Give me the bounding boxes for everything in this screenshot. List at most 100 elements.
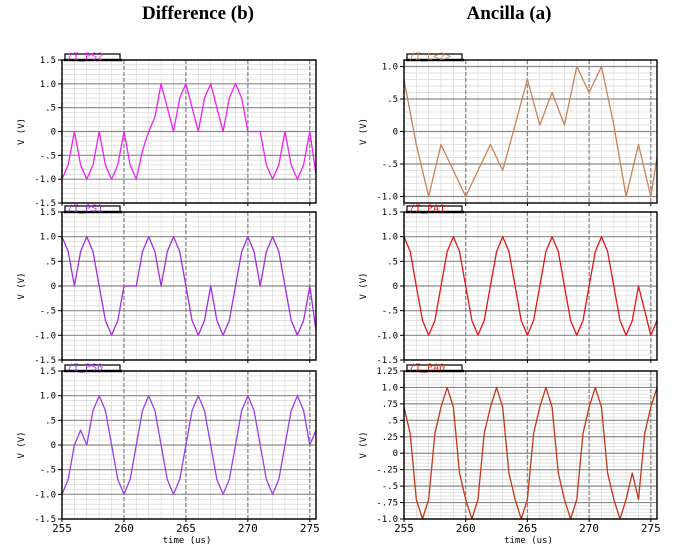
chart-1-y-tick-label: 0 (51, 282, 56, 292)
chart-3-y-tick-label: -.5 (382, 160, 398, 170)
chart-5: /I_PA0 -1.0 -.75 -.5 -.25 0 .25 .5 .75 1.0 1.25 V (… (359, 363, 661, 547)
chart-4-trace-tab-base (406, 210, 464, 214)
chart-5-x-tick-label: 255 (394, 522, 414, 535)
chart-2-y-tick-label: -1.0 (34, 490, 56, 500)
chart-3-trace-tab-border (406, 53, 463, 60)
chart-2-y-tick-label: -1.5 (34, 515, 56, 525)
chart-1: /I_PS1 -1.5 -1.0 -.5 0 .5 1.0 1.5 V (V) (17, 204, 317, 366)
chart-2-y-axis-label: V (V) (17, 431, 27, 458)
chart-5-plot-area (404, 371, 657, 519)
chart-2-x-tick-label: 275 (300, 522, 320, 535)
chart-2-x-axis-label: time (us) (163, 536, 212, 546)
chart-5-frame (403, 370, 658, 520)
chart-5-y-tick-label: .5 (387, 416, 398, 426)
chart-0-y-tick-label: -1.0 (34, 175, 56, 185)
chart-4-trace-tab-border (406, 205, 463, 212)
chart-4-y-tick-label: .5 (387, 257, 398, 267)
chart-1-trace-tab-base (64, 210, 122, 214)
chart-3-y-tick-label: .5 (387, 95, 398, 105)
chart-0: /I_PS2 -1.5 -1.0 -.5 0 .5 1.0 1.5 V (V) (17, 52, 317, 209)
chart-1-trace-tab: /I_PS1 (64, 204, 122, 215)
chart-2-trace-tab-base (64, 369, 122, 373)
chart-3-y-axis-label: V (V) (359, 118, 369, 145)
chart-5-series-0-line (403, 386, 658, 520)
chart-4-y-tick-label: 0 (393, 282, 398, 292)
chart-4-y-tick-label: 1.5 (382, 208, 398, 218)
chart-5-trace-tab-base (406, 369, 464, 373)
chart-1-series-0-line (61, 236, 317, 336)
chart-3: /I_L<2> -1.0 -.5 0 .5 1.0 V (V) (359, 52, 658, 206)
right-column-title: Ancilla (a) (466, 3, 552, 24)
chart-0-trace-tab: /I_PS2 (64, 52, 122, 63)
chart-4-y-tick-label: -.5 (382, 307, 398, 317)
chart-5-trace-tab: /I_PA0 (406, 363, 464, 374)
chart-5-x-axis-label: time (us) (504, 536, 553, 546)
chart-3-trace-name: /I_L<2> (409, 52, 451, 63)
chart-2-y-tick-label: .5 (45, 416, 56, 426)
chart-2-trace-tab-border (64, 364, 121, 371)
chart-5-y-tick-label: 1.0 (382, 383, 398, 393)
chart-1-y-tick-label: -1.0 (34, 331, 56, 341)
chart-5-y-tick-label: 0 (393, 449, 398, 459)
chart-0-y-tick-label: 1.5 (40, 56, 56, 66)
chart-3-series-0-line (403, 65, 658, 198)
chart-5-y-axis-label: V (V) (359, 431, 369, 458)
chart-5-x-tick-label: 260 (456, 522, 476, 535)
chart-1-trace-name: /I_PS1 (67, 204, 103, 215)
chart-5-x-tick-label: 270 (579, 522, 599, 535)
chart-1-y-tick-label: .5 (45, 257, 56, 267)
chart-5-x-tick-label: 265 (517, 522, 537, 535)
chart-0-y-tick-label: 1.0 (40, 80, 56, 90)
chart-4-trace-tab: /I_PA1 (406, 204, 464, 215)
chart-1-y-tick-label: 1.5 (40, 208, 56, 218)
chart-0-trace-tab-base (64, 58, 122, 62)
chart-4-series-0-line (403, 236, 658, 336)
chart-3-trace-tab-base (406, 58, 464, 62)
chart-5-y-tick-label: .25 (382, 433, 398, 443)
chart-5-x-tick-label: 275 (641, 522, 661, 535)
chart-0-y-tick-label: -.5 (40, 151, 56, 161)
chart-5-y-tick-label: -.5 (382, 482, 398, 492)
chart-3-y-tick-label: 1.0 (382, 63, 398, 73)
chart-0-y-axis-label: V (V) (17, 118, 27, 145)
chart-2-x-tick-label: 260 (114, 522, 134, 535)
chart-5-trace-name: /I_PA0 (409, 363, 445, 374)
chart-4-y-tick-label: -1.5 (376, 356, 398, 366)
chart-4-y-tick-label: 1.0 (382, 233, 398, 243)
chart-0-trace-tab-border (64, 53, 121, 60)
chart-5-y-tick-label: -.25 (376, 466, 398, 476)
chart-1-y-tick-label: 1.0 (40, 233, 56, 243)
chart-1-y-tick-label: -1.5 (34, 356, 56, 366)
chart-3-y-tick-label: 0 (393, 128, 398, 138)
chart-2-y-tick-label: 1.5 (40, 367, 56, 377)
chart-0-series-0-line (61, 83, 317, 180)
chart-2-y-tick-label: 1.0 (40, 392, 56, 402)
chart-1-y-tick-label: -.5 (40, 307, 56, 317)
chart-1-y-axis-label: V (V) (17, 272, 27, 299)
chart-4-trace-name: /I_PA1 (409, 204, 445, 215)
chart-5-trace-tab-border (406, 364, 463, 371)
chart-5-y-tick-label: 1.25 (376, 367, 398, 377)
chart-4-y-tick-label: -1.0 (376, 331, 398, 341)
chart-2-y-tick-label: -.5 (40, 466, 56, 476)
chart-5-y-tick-label: .75 (382, 400, 398, 410)
chart-1-trace-tab-border (64, 205, 121, 212)
chart-2: /I_PS0 -1.5 -1.0 -.5 0 .5 1.0 1.5 V (V) 255 260 265… (17, 363, 320, 547)
left-column-title: Difference (b) (141, 3, 255, 24)
chart-0-y-tick-label: 0 (51, 128, 56, 138)
chart-3-trace-tab: /I_L<2> (406, 52, 464, 63)
chart-2-trace-tab: /I_PS0 (64, 363, 122, 374)
chart-0-y-tick-label: .5 (45, 104, 56, 114)
chart-0-trace-name: /I_PS2 (67, 52, 103, 63)
chart-3-y-tick-label: -1.0 (376, 193, 398, 203)
chart-2-x-tick-label: 270 (238, 522, 258, 535)
chart-2-series-0-line (61, 395, 317, 495)
chart-2-y-tick-label: 0 (51, 441, 56, 451)
chart-2-trace-name: /I_PS0 (67, 363, 103, 374)
chart-5-y-tick-label: -1.0 (376, 515, 398, 525)
chart-0-y-tick-label: -1.5 (34, 199, 56, 209)
chart-4: /I_PA1 -1.5 -1.0 -.5 0 .5 1.0 1.5 V (V) (359, 204, 658, 366)
chart-2-x-tick-label: 265 (176, 522, 196, 535)
chart-2-x-tick-label: 255 (52, 522, 72, 535)
